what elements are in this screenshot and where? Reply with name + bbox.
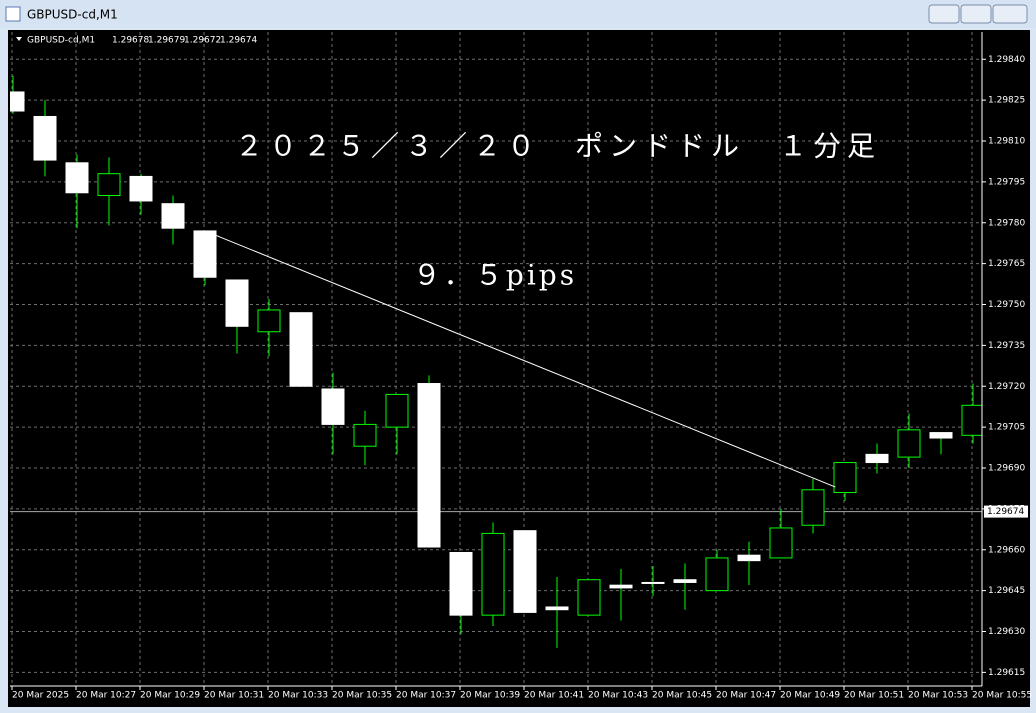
candle-body: [33, 115, 57, 161]
x-tick-label: 20 Mar 10:45: [652, 691, 712, 701]
header-value: 1.29678: [112, 36, 149, 46]
candle-body: [321, 388, 345, 425]
y-tick-label: 1.29840: [988, 55, 1025, 65]
candle-body: [385, 393, 409, 428]
candle-body: [833, 462, 857, 494]
candle-body: [129, 175, 153, 202]
candle-body: [737, 554, 761, 562]
x-tick-label: 20 Mar 10:43: [588, 691, 648, 701]
candle-body: [929, 432, 953, 439]
x-tick-label: 20 Mar 10:41: [524, 691, 584, 701]
x-tick-label: 20 Mar 10:29: [140, 691, 200, 701]
candle-body: [577, 579, 601, 616]
header-value: 1.29672: [184, 36, 221, 46]
close-button[interactable]: [992, 4, 1028, 24]
y-tick-label: 1.29645: [988, 586, 1025, 596]
candle-body: [417, 383, 441, 548]
candle-body: [769, 527, 793, 559]
candle-body: [961, 404, 982, 436]
candle-body: [801, 489, 825, 526]
x-tick-label: 20 Mar 10:33: [268, 691, 328, 701]
y-tick-label: 1.29765: [988, 259, 1025, 269]
candle-body: [353, 423, 377, 447]
chart-header: GBPUSD-cd,M1: [27, 36, 95, 46]
x-tick-label: 20 Mar 2025: [12, 691, 69, 701]
header-value: 1.29679: [148, 36, 185, 46]
plot-area: [10, 32, 982, 686]
x-tick-label: 20 Mar 10:39: [460, 691, 520, 701]
candle-body: [641, 581, 665, 584]
x-tick-label: 20 Mar 10:35: [332, 691, 392, 701]
trend-line: [204, 230, 836, 488]
candle-body: [10, 91, 25, 112]
x-tick-label: 20 Mar 10:49: [780, 691, 840, 701]
current-price-label: 1.29674: [987, 507, 1024, 517]
x-tick-label: 20 Mar 10:47: [716, 691, 776, 701]
x-tick-label: 20 Mar 10:27: [76, 691, 136, 701]
candle-body: [705, 557, 729, 592]
y-tick-label: 1.29720: [988, 382, 1025, 392]
minimize-button[interactable]: [928, 4, 960, 24]
x-tick-label: 20 Mar 10:55: [972, 691, 1032, 701]
y-tick-label: 1.29690: [988, 464, 1025, 474]
annotation: ９．５pips: [413, 259, 577, 292]
header-value: 1.29674: [220, 36, 257, 46]
candle-body: [897, 429, 921, 458]
y-tick-label: 1.29810: [988, 137, 1025, 147]
candle-body: [513, 530, 537, 613]
candle-body: [65, 162, 89, 194]
candle-body: [481, 532, 505, 616]
chart-title: ２０２５／３／２０ ポンドドル １分足: [235, 130, 881, 163]
y-tick-label: 1.29615: [988, 668, 1025, 678]
y-tick-label: 1.29630: [988, 627, 1025, 637]
y-tick-label: 1.29735: [988, 341, 1025, 351]
candle-body: [225, 279, 249, 327]
candle-body: [161, 203, 185, 229]
candle-body: [449, 551, 473, 616]
y-tick-label: 1.29825: [988, 96, 1025, 106]
y-tick-label: 1.29705: [988, 423, 1025, 433]
candle-body: [97, 173, 121, 196]
candle-body: [609, 584, 633, 589]
candle-body: [865, 453, 889, 464]
title-bar: [0, 0, 1036, 28]
x-tick-label: 20 Mar 10:31: [204, 691, 264, 701]
window-title: GBPUSD-cd,M1: [27, 8, 118, 22]
candle-body: [193, 230, 217, 278]
window-icon: [5, 6, 21, 22]
header-arrow: [16, 37, 22, 41]
current-price-box: [984, 505, 1028, 518]
y-tick-label: 1.29780: [988, 218, 1025, 228]
candle-body: [673, 579, 697, 583]
x-tick-label: 20 Mar 10:37: [396, 691, 456, 701]
y-tick-label: 1.29660: [988, 545, 1025, 555]
x-tick-label: 20 Mar 10:51: [844, 691, 904, 701]
x-tick-label: 20 Mar 10:53: [908, 691, 968, 701]
candle-body: [257, 309, 281, 333]
maximize-button[interactable]: [960, 4, 992, 24]
candle-body: [545, 606, 569, 611]
candle-body: [289, 312, 313, 387]
y-tick-label: 1.29795: [988, 177, 1025, 187]
y-tick-label: 1.29750: [988, 300, 1025, 310]
